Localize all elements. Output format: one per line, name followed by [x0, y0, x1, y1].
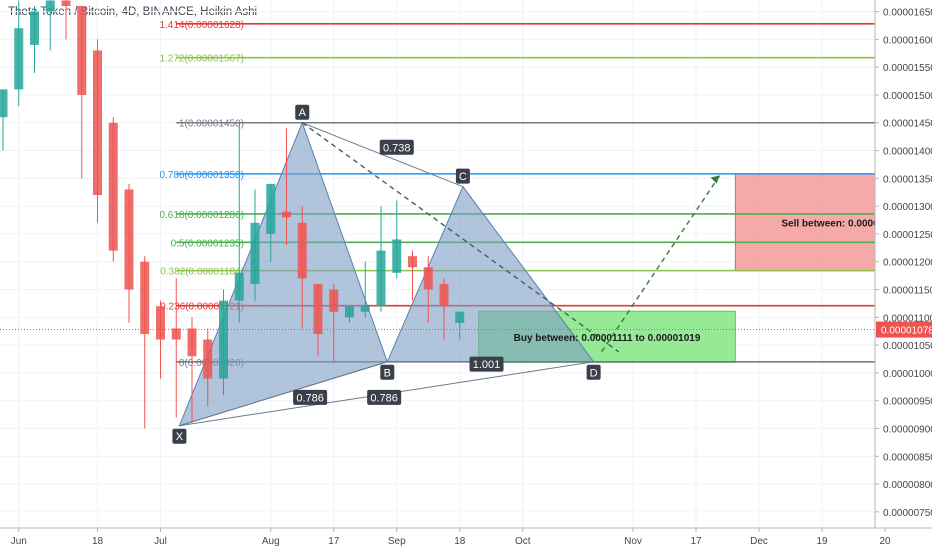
- candle-body: [156, 306, 165, 340]
- price-tick-label: 0.00000800: [883, 480, 932, 491]
- price-tick-label: 0.00000750: [883, 508, 932, 519]
- price-tick-label: 0.00001300: [883, 202, 932, 213]
- candle-body: [171, 328, 181, 340]
- candle-body: [455, 311, 465, 323]
- candle-body: [203, 339, 213, 379]
- ratio-label-box: [367, 389, 402, 405]
- ratio-label-box: [469, 356, 504, 372]
- candle-body: [45, 0, 55, 12]
- price-tick-label: 0.00001550: [883, 63, 932, 74]
- time-tick-label: 18: [92, 536, 104, 547]
- candle-body: [376, 250, 386, 307]
- pattern-point-box: [380, 364, 395, 380]
- price-tick-label: 0.00001050: [883, 341, 932, 352]
- time-tick-label: 19: [816, 536, 828, 547]
- price-tick-label: 0.00001500: [883, 91, 932, 102]
- price-tick-label: 0.00001450: [883, 119, 932, 130]
- price-tick-label: 0.00001600: [883, 35, 932, 46]
- projection-arrowhead: [710, 175, 720, 184]
- ratio-label: 0.738: [383, 142, 411, 154]
- price-tick-label: 0.00001000: [883, 369, 932, 380]
- candle-body: [187, 328, 197, 357]
- price-tick-label: 0.00001650: [883, 8, 932, 19]
- candle-body: [0, 89, 8, 118]
- candle-body: [234, 272, 244, 301]
- candle-body: [408, 256, 417, 268]
- pattern-point-label: X: [176, 431, 184, 443]
- price-tick-label: 0.00001400: [883, 147, 932, 158]
- fib-level-label: 0.786(0.00001358): [159, 170, 244, 181]
- fib-level-label: 0.236(0.00001121): [160, 302, 244, 313]
- candle-body: [345, 306, 354, 318]
- time-tick-label: 18: [454, 536, 466, 547]
- time-tick-label: Jul: [154, 536, 167, 547]
- pattern-point-box: [586, 364, 601, 380]
- time-tick-label: Jun: [11, 536, 27, 547]
- fib-level-label: 0.382(0.00001184): [160, 267, 244, 278]
- time-tick-label: Aug: [262, 536, 280, 547]
- pattern-point-box: [295, 104, 310, 120]
- candle-body: [61, 0, 71, 6]
- price-tick-label: 0.00000900: [883, 424, 932, 435]
- candle-body: [108, 122, 118, 251]
- price-tick-label: 0.00000950: [883, 397, 932, 408]
- candle-body: [282, 211, 291, 218]
- sell-zone-label: Sell between: 0.00001184 to 0.00001358: [781, 218, 932, 229]
- ratio-label: 1.001: [473, 359, 501, 371]
- pattern-point-label: B: [384, 367, 391, 379]
- price-tick-label: 0.00001150: [883, 286, 932, 297]
- candle-body: [329, 289, 339, 312]
- candle-body: [93, 50, 102, 196]
- candle-body: [14, 28, 24, 90]
- fib-level-label: 1.414(0.00001628): [159, 20, 244, 31]
- time-tick-label: 17: [328, 536, 340, 547]
- current-price-label: 0.00001078: [881, 326, 932, 337]
- candle-body: [30, 11, 39, 45]
- price-tick-label: 0.00001100: [883, 313, 932, 324]
- candle-body: [360, 306, 370, 312]
- buy-zone-label: Buy between: 0.00001111 to 0.00001019: [514, 333, 701, 344]
- candle-body: [423, 267, 433, 290]
- candle-body: [439, 283, 449, 307]
- pattern-point-label: C: [459, 171, 467, 183]
- time-tick-label: 20: [879, 536, 891, 547]
- pattern-point-box: [455, 168, 470, 184]
- fib-level-label: 0.618(0.00001286): [159, 210, 244, 221]
- pattern-point-label: D: [590, 367, 598, 379]
- fib-level-label: 0.5(0.00001235): [171, 238, 244, 249]
- price-axis-bg: [875, 0, 932, 550]
- candle-body: [250, 222, 260, 284]
- candle-body: [313, 283, 323, 334]
- pattern-point-label: A: [299, 107, 307, 119]
- candle-body: [392, 239, 402, 273]
- ratio-label-box: [379, 139, 414, 155]
- candle-body: [77, 6, 87, 95]
- pattern-xb-line: [179, 361, 388, 427]
- pattern-ad-dashed: [301, 122, 620, 353]
- candle-body: [124, 189, 134, 290]
- candle-body: [297, 222, 307, 279]
- ratio-label-box: [293, 389, 328, 405]
- price-tick-label: 0.00001200: [883, 258, 932, 269]
- candles: [0, 0, 465, 429]
- time-axis-bg: [0, 528, 932, 550]
- fib-level-label: 1.272(0.00001567): [159, 54, 244, 65]
- candle-body: [219, 300, 228, 379]
- time-tick-label: 17: [690, 536, 702, 547]
- price-tick-label: 0.00001250: [883, 230, 932, 241]
- price-tick-label: 0.00001350: [883, 174, 932, 185]
- time-tick-label: Oct: [515, 536, 531, 547]
- time-tick-label: Nov: [624, 536, 642, 547]
- pattern-point-box: [172, 428, 187, 444]
- current-price-tag: [876, 321, 932, 338]
- time-tick-label: Dec: [750, 536, 768, 547]
- candle-body: [140, 261, 150, 334]
- time-tick-label: Sep: [388, 536, 406, 547]
- price-tick-label: 0.00000850: [883, 452, 932, 463]
- ratio-label: 0.786: [296, 392, 324, 404]
- fib-level-label: 1(0.00001450): [179, 119, 244, 130]
- ratio-label: 0.786: [370, 392, 398, 404]
- candle-body: [266, 183, 276, 234]
